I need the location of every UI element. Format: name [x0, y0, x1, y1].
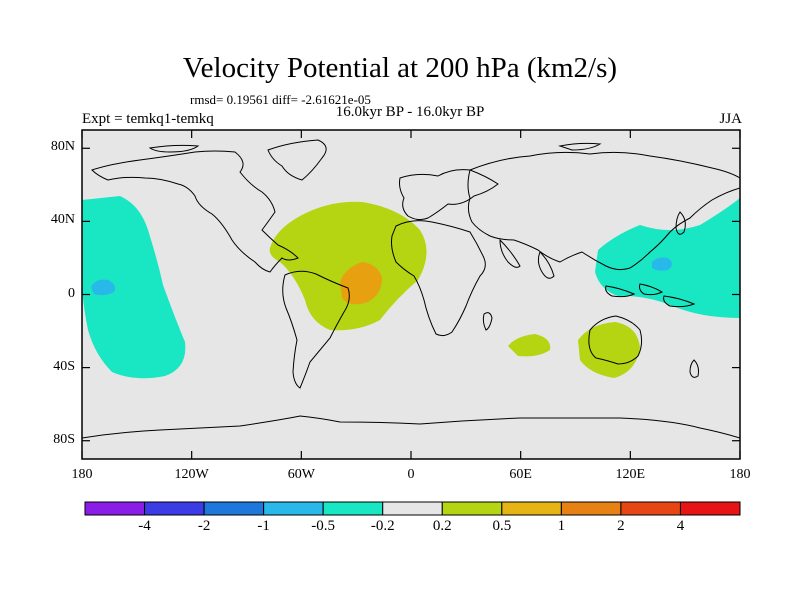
x-tick-label: 120E [615, 467, 646, 482]
experiment-label: Expt = temkq1-temkq [82, 111, 214, 127]
colorbar-label: 0.5 [492, 518, 512, 534]
colorbar-swatch [501, 501, 562, 516]
colorbar-label: -0.2 [370, 518, 395, 534]
x-tick-label: 60E [509, 467, 532, 482]
colorbar-swatch [441, 501, 503, 516]
x-tick-label: 60W [287, 467, 315, 482]
period-text: 16.0kyr BP - 16.0kyr BP [335, 104, 485, 120]
colorbar-swatch [620, 501, 681, 516]
colorbar-swatch [203, 501, 265, 516]
y-tick-label: 0 [68, 285, 75, 301]
colorbar-swatch [322, 501, 384, 516]
colorbar-swatch [560, 501, 622, 516]
colorbar-label: -0.5 [311, 518, 336, 534]
season-label: JJA [719, 111, 742, 127]
colorbar-label: 0.2 [432, 518, 452, 534]
colorbar-label: -4 [138, 518, 151, 534]
coastlines [82, 139, 740, 439]
colorbar-label: 4 [676, 518, 685, 534]
eastern-pacific-negative-region [82, 196, 186, 379]
colorbar-label: -2 [197, 518, 211, 534]
y-tick-label: 80S [53, 431, 75, 447]
plot-title: Velocity Potential at 200 hPa (km2/s) [182, 52, 618, 84]
southern-indian-ocean-positive-region [508, 334, 551, 357]
colorbar-label: 1 [557, 518, 566, 534]
y-tick-label: 40N [50, 212, 75, 228]
western-pacific-core-region [652, 257, 672, 271]
x-tick-label: 180 [71, 467, 93, 482]
axis-ticks [81, 130, 741, 459]
x-tick-label: 180 [729, 467, 751, 482]
colorbar-swatch [84, 501, 146, 516]
australia-positive-region [578, 322, 640, 378]
atlantic-positive-region [269, 201, 427, 331]
x-tick-label: 0 [407, 467, 415, 482]
y-tick-label: 40S [53, 358, 75, 374]
colorbar-swatch [263, 501, 324, 516]
y-tick-label: 80N [50, 139, 75, 155]
atlantic-core-region [340, 262, 382, 305]
stats-text: rmsd= 0.19561 diff= -2.61621e-05 [190, 92, 371, 107]
colorbar [84, 501, 741, 516]
colorbar-label: -1 [257, 518, 270, 534]
colorbar-swatch [382, 501, 443, 516]
eastern-pacific-core-region [91, 279, 116, 296]
x-tick-label: 120W [174, 467, 209, 482]
colorbar-swatch [679, 501, 741, 516]
colorbar-swatch [144, 501, 205, 516]
colorbar-label: 2 [617, 518, 625, 534]
